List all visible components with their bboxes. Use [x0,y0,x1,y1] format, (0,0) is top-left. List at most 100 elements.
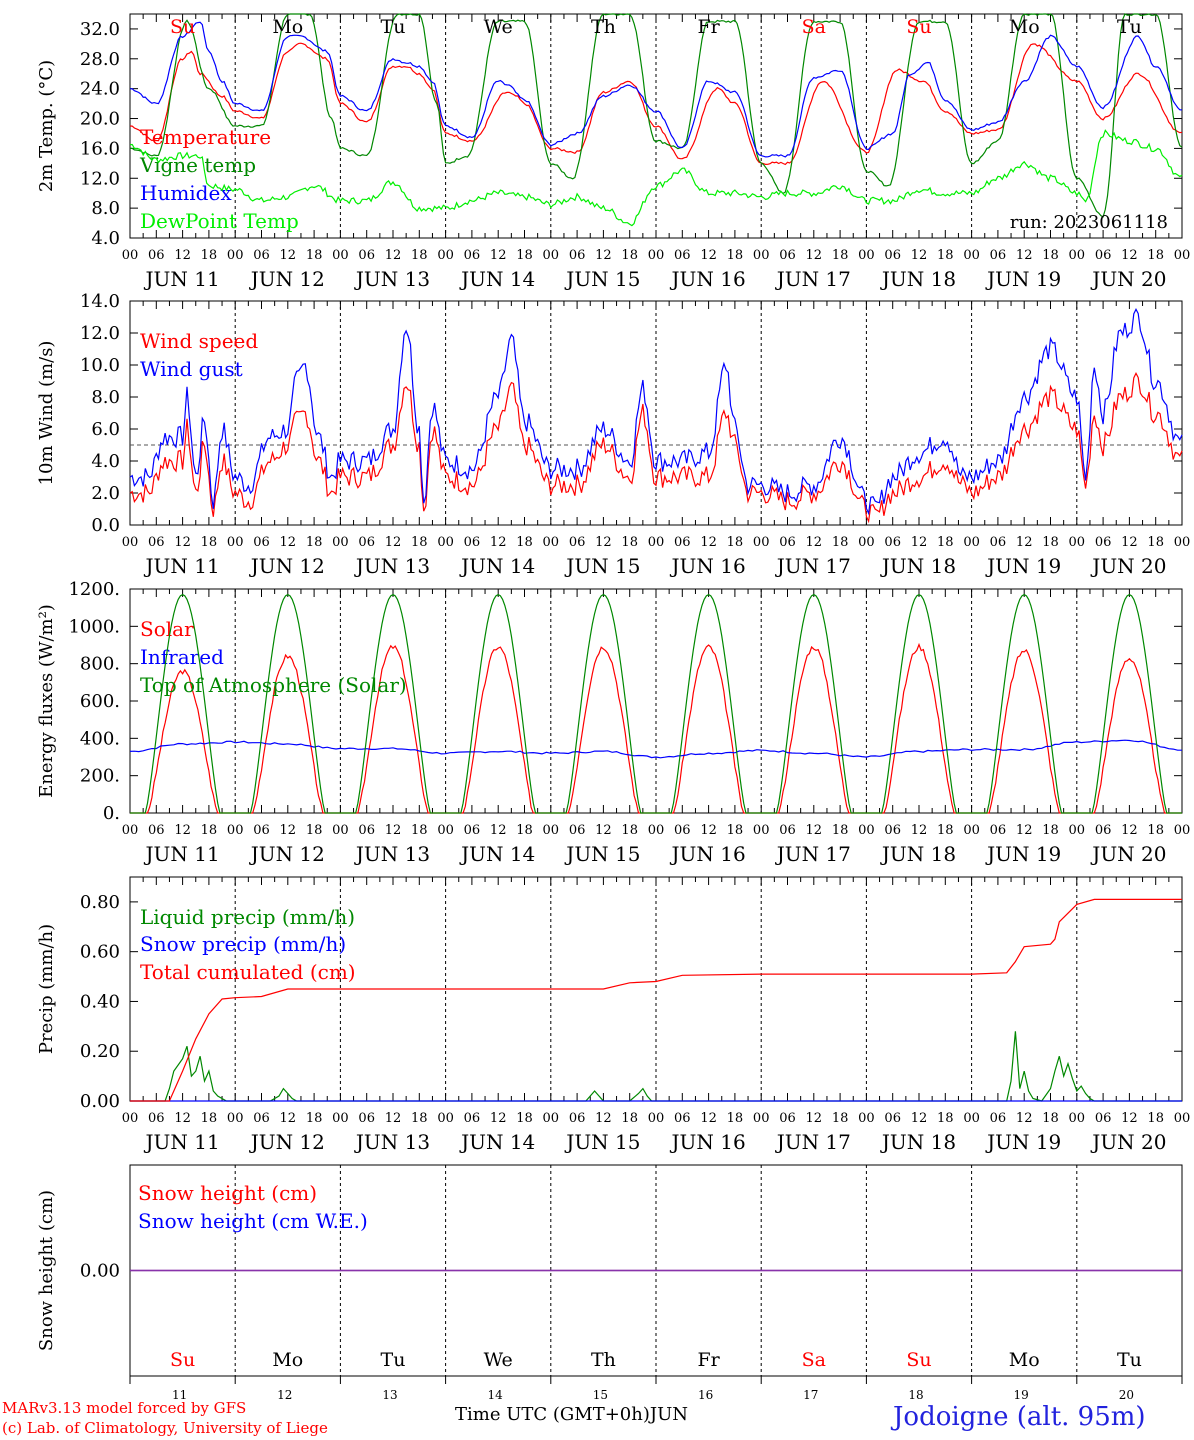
y-tick-label: 16.0 [80,138,120,159]
day-number-label: 14 [488,1388,504,1402]
hour-tick-label: 12 [490,1111,507,1126]
hour-tick-label: 18 [727,535,744,550]
day-label: JUN 14 [459,842,535,866]
hour-tick-label: 12 [700,248,717,263]
y-tick-label: 0.80 [80,892,120,913]
hour-tick-label: 12 [174,535,191,550]
legend-liquid-precip-mm-h-: Liquid precip (mm/h) [140,905,355,929]
hour-tick-label: 00 [753,1111,770,1126]
day-number-label: 13 [382,1388,397,1402]
hour-tick-label: 18 [516,1111,533,1126]
day-label: JUN 20 [1090,1130,1166,1154]
hour-tick-label: 06 [148,248,165,263]
day-number-label: 11 [172,1388,187,1402]
y-tick-label: 0.0 [91,515,120,536]
hour-tick-label: 12 [174,823,191,838]
hour-tick-label: 12 [1121,1111,1138,1126]
hour-tick-label: 12 [700,1111,717,1126]
hour-tick-label: 18 [621,823,638,838]
legend-wind-speed: Wind speed [140,329,258,353]
y-tick-label: 600. [80,691,120,712]
y-tick-label: 12.0 [80,323,120,344]
hour-tick-label: 12 [490,248,507,263]
day-number-label: 20 [1119,1388,1134,1402]
legend-solar: Solar [140,617,194,641]
y-axis-label: Energy fluxes (W/m²) [36,604,57,798]
hour-tick-label: 06 [569,1111,586,1126]
hour-tick-label: 00 [227,823,244,838]
hour-tick-label: 00 [753,535,770,550]
legend-snow-height-cm-w-e-: Snow height (cm W.E.) [138,1209,368,1233]
weekday-label: Mo [1009,1349,1040,1371]
y-tick-label: 10.0 [80,355,120,376]
station-name: Jodoigne (alt. 95m) [893,1402,1146,1432]
y-tick-label: 800. [80,654,120,675]
hour-tick-label: 00 [648,248,665,263]
hour-tick-label: 18 [1042,535,1059,550]
weekday-label: Tu [1117,1349,1142,1371]
day-label: JUN 15 [564,267,640,291]
hour-tick-label: 18 [1042,1111,1059,1126]
weekday-label: Mo [272,16,303,38]
hour-tick-label: 18 [937,1111,954,1126]
y-tick-label: 14.0 [80,291,120,312]
legend-snow-precip-mm-h-: Snow precip (mm/h) [140,932,346,956]
series-dewpoint-temp [129,129,1183,227]
hour-tick-label: 00 [1069,823,1086,838]
y-tick-label: 4.0 [91,451,120,472]
hour-tick-label: 06 [1095,823,1112,838]
legend-top-of-atmosphere-solar-: Top of Atmosphere (Solar) [140,673,407,697]
weekday-label: Mo [272,1349,303,1371]
day-label: JUN 13 [354,1130,430,1154]
hour-tick-label: 12 [1121,535,1138,550]
hour-tick-label: 06 [1095,248,1112,263]
hour-tick-label: 18 [201,248,218,263]
hour-tick-label: 12 [385,248,402,263]
hour-tick-label: 18 [516,248,533,263]
hour-tick-label: 06 [779,823,796,838]
hour-tick-label: 00 [543,248,560,263]
hour-tick-label: 18 [201,1111,218,1126]
day-label: JUN 20 [1090,842,1166,866]
series-wind-gust [129,307,1183,516]
hour-tick-label: 06 [464,535,481,550]
hour-tick-label: 12 [490,535,507,550]
hour-tick-label: 00 [753,248,770,263]
series-vigne-temp [130,13,1183,218]
y-tick-label: 20.0 [80,109,120,130]
hour-tick-label: 00 [122,823,139,838]
hour-tick-label: 06 [779,248,796,263]
y-tick-label: 1200. [68,579,120,600]
hour-tick-label: 00 [122,535,139,550]
hour-tick-label: 00 [543,1111,560,1126]
hour-tick-label: 00 [963,535,980,550]
day-number-label: 18 [908,1388,923,1402]
hour-tick-label: 12 [174,1111,191,1126]
y-tick-label: 0.60 [80,942,120,963]
x-axis-month: JUN [649,1404,689,1425]
day-label: JUN 11 [144,554,220,578]
y-tick-label: 8.0 [91,198,120,219]
day-label: JUN 16 [670,554,746,578]
day-label: JUN 17 [775,1130,851,1154]
panel-2-frame [129,300,1183,526]
hour-tick-label: 00 [1174,823,1191,838]
day-label: JUN 15 [564,554,640,578]
day-label: JUN 13 [354,842,430,866]
legend-total-cumulated-cm-: Total cumulated (cm) [140,960,356,984]
hour-tick-label: 18 [411,535,428,550]
hour-tick-label: 12 [911,823,928,838]
hour-tick-label: 18 [306,248,323,263]
legend-snow-height-cm-: Snow height (cm) [138,1181,317,1205]
day-label: JUN 19 [985,1130,1061,1154]
hour-tick-label: 18 [306,1111,323,1126]
legend-dewpoint-temp: DewPoint Temp [140,209,299,233]
hour-tick-label: 00 [858,1111,875,1126]
hour-tick-label: 06 [253,535,270,550]
hour-tick-label: 12 [806,248,823,263]
hour-tick-label: 06 [253,823,270,838]
day-label: JUN 16 [670,267,746,291]
hour-tick-label: 06 [779,535,796,550]
hour-tick-label: 18 [937,535,954,550]
hour-tick-label: 00 [437,1111,454,1126]
